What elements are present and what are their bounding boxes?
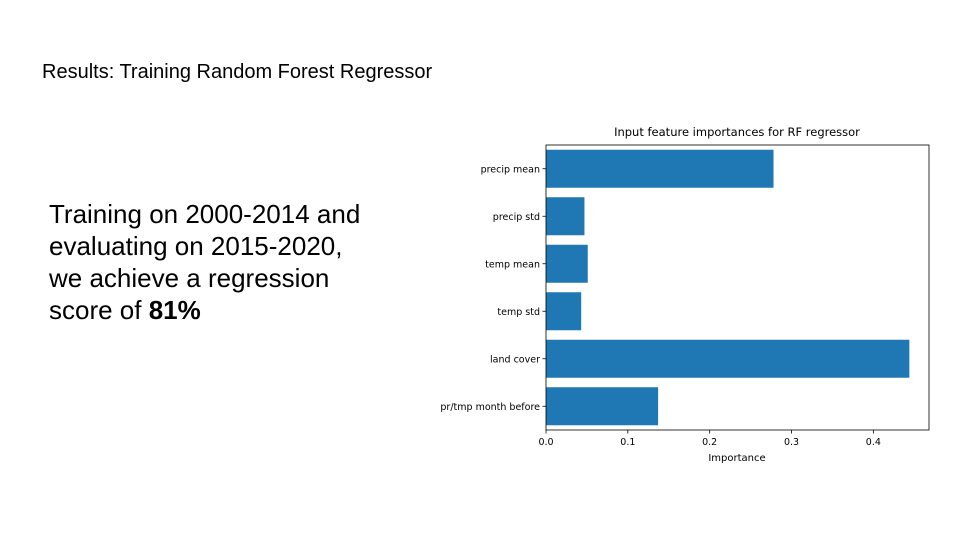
y-tick-label: temp std bbox=[497, 307, 540, 318]
plot-bars bbox=[546, 149, 910, 426]
y-tick-label: land cover bbox=[490, 354, 540, 365]
x-tick-label: 0.0 bbox=[538, 437, 553, 448]
bar-land-cover bbox=[546, 339, 910, 378]
feature-importance-chart: Input feature importances for RF regress… bbox=[440, 125, 930, 464]
bar-temp-std bbox=[546, 292, 582, 331]
results-summary: Training on 2000-2014 and evaluating on … bbox=[49, 198, 409, 326]
x-axis-label: Importance bbox=[708, 453, 765, 464]
x-tick-label: 0.1 bbox=[620, 437, 635, 448]
plot-frame bbox=[545, 144, 930, 431]
summary-line-2: evaluating on 2015-2020, bbox=[49, 231, 343, 261]
summary-line-1: Training on 2000-2014 and bbox=[49, 199, 361, 229]
summary-line-4: score of 81% bbox=[49, 294, 409, 326]
y-tick-label: precip mean bbox=[481, 164, 540, 175]
y-tick-label: precip std bbox=[493, 212, 540, 223]
y-axis: precip mean precip std temp mean temp std la… bbox=[440, 164, 546, 413]
bar-temp-mean bbox=[546, 244, 588, 283]
regression-score-value: 81% bbox=[148, 295, 201, 325]
x-tick-label: 0.2 bbox=[702, 437, 717, 448]
y-tick-label: temp mean bbox=[485, 259, 540, 270]
bar-precip-mean bbox=[546, 149, 774, 188]
chart-title: Input feature importances for RF regress… bbox=[614, 125, 860, 139]
x-axis: 0.0 0.1 0.2 0.3 0.4 bbox=[538, 430, 881, 448]
bar-precip-std bbox=[546, 197, 585, 236]
x-tick-label: 0.3 bbox=[784, 437, 799, 448]
x-tick-label: 0.4 bbox=[866, 437, 881, 448]
bar-pr-tmp-month-before bbox=[546, 387, 659, 426]
summary-line-3: we achieve a regression bbox=[49, 263, 330, 293]
y-tick-label: pr/tmp month before bbox=[440, 402, 540, 413]
slide-title: Results: Training Random Forest Regresso… bbox=[42, 61, 433, 83]
summary-line-4-text: score of bbox=[49, 295, 149, 325]
